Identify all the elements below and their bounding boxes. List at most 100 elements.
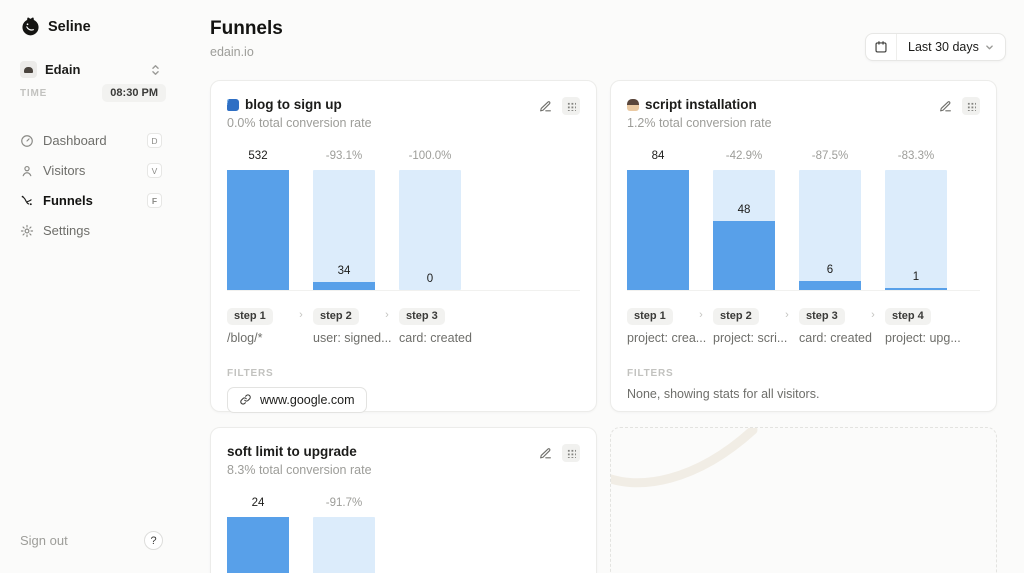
funnel-emoji-icon: [627, 98, 639, 111]
step-description: user: signed...: [313, 330, 392, 345]
filter-chip[interactable]: www.google.com: [227, 386, 367, 413]
step-description: project: scri...: [713, 330, 788, 345]
site-name: edain.io: [210, 45, 254, 59]
bar-track: [227, 517, 289, 573]
seline-logo-icon: [20, 16, 41, 37]
funnel-title: blog to sign up: [245, 97, 342, 112]
step-badge: step 4: [885, 307, 931, 325]
funnel-card: soft limit to upgrade 8.3% total convers…: [210, 427, 597, 573]
shortcut-badge: V: [147, 163, 162, 178]
funnel-conversion-rate: 8.3% total conversion rate: [227, 463, 372, 477]
funnel-title: soft limit to upgrade: [227, 444, 357, 459]
funnel-card: blog to sign up 0.0% total conversion ra…: [210, 80, 597, 413]
funnel-bar-column: 24: [227, 497, 289, 573]
gear-icon: [20, 224, 34, 238]
funnel-step: step 3 card: created: [799, 306, 872, 345]
filters-label: FILTERS: [227, 367, 274, 379]
funnel-conversion-rate: 1.2% total conversion rate: [627, 116, 772, 130]
bar-value-label: 24: [251, 497, 265, 509]
workspace-name: Edain: [45, 62, 81, 77]
drag-handle-icon[interactable]: [562, 97, 580, 115]
sidebar-item-visitors[interactable]: Visitors V: [12, 156, 170, 185]
sidebar: Seline Edain TIME 08:30 PM Dash: [0, 0, 210, 573]
bar-value-label: 0: [426, 273, 434, 285]
bar-value-label: 34: [337, 265, 351, 278]
bar-track: 48: [713, 170, 775, 290]
funnel-title: script installation: [645, 97, 757, 112]
funnel-step: step 4 project: upg...: [885, 306, 961, 345]
sidebar-item-settings[interactable]: Settings: [12, 216, 170, 245]
bar-value-label: 84: [651, 150, 665, 162]
bar-dropoff-label: -83.3%: [897, 150, 935, 162]
funnel-bar-column: -100.0% 0: [399, 150, 461, 290]
time-label: TIME: [20, 87, 48, 99]
funnel-conversion-rate: 0.0% total conversion rate: [227, 116, 372, 130]
sidebar-item-label: Visitors: [43, 163, 86, 178]
bar-fill: [227, 170, 289, 290]
empty-funnel-placeholder[interactable]: [610, 427, 997, 573]
bar-track: 0: [399, 170, 461, 290]
funnel-bar-column: -93.1% 34: [313, 150, 375, 290]
drag-handle-icon[interactable]: [962, 97, 980, 115]
bar-value-label: 48: [737, 204, 751, 217]
bar-dropoff-label: -91.7%: [325, 497, 363, 509]
step-badge: step 1: [227, 307, 273, 325]
sidebar-item-funnels[interactable]: Funnels F: [12, 186, 170, 215]
date-range-control: Last 30 days: [865, 33, 1006, 61]
funnel-bar-column: 84: [627, 150, 689, 290]
edit-pencil-icon[interactable]: [536, 444, 554, 462]
bar-fill: [313, 282, 375, 290]
funnel-chart: 84 -42.9% 48 -87.5% 6 -83.3% 1: [627, 150, 980, 291]
funnel-step: step 1 project: crea...: [627, 306, 707, 345]
step-separator-icon: ›: [871, 309, 875, 321]
step-separator-icon: ›: [699, 309, 703, 321]
bar-track: 6: [799, 170, 861, 290]
sidebar-item-dashboard[interactable]: Dashboard D: [12, 126, 170, 155]
edit-pencil-icon[interactable]: [536, 97, 554, 115]
funnel-card: script installation 1.2% total conversio…: [610, 80, 997, 412]
funnel-steps: step 1 project: crea... › step 2 project: sc…: [627, 306, 980, 345]
bar-value-label: 6: [826, 264, 834, 277]
funnel-chart: 24 -91.7%: [227, 497, 580, 573]
shortcut-badge: D: [147, 133, 162, 148]
funnel-step: step 1/blog/*: [227, 306, 289, 345]
chevron-down-icon: [985, 43, 994, 52]
sidebar-item-label: Dashboard: [43, 133, 107, 148]
step-description: card: created: [399, 330, 472, 345]
workspace-selector[interactable]: Edain: [14, 57, 166, 82]
funnel-icon: [20, 194, 34, 208]
date-range-label: Last 30 days: [908, 40, 979, 54]
funnel-step: step 2 user: signed...: [313, 306, 392, 345]
bar-fill: [627, 170, 689, 290]
brand: Seline: [20, 16, 91, 37]
bar-track: 1: [885, 170, 947, 290]
bar-fill: [713, 221, 775, 290]
funnel-bar-column: -91.7%: [313, 497, 375, 573]
workspace-favicon: [20, 61, 37, 78]
bar-dropoff-label: -100.0%: [408, 150, 452, 162]
filter-chip-text: www.google.com: [260, 392, 355, 407]
bar-track: 34: [313, 170, 375, 290]
help-button[interactable]: ?: [144, 531, 163, 550]
edit-pencil-icon[interactable]: [936, 97, 954, 115]
step-badge: step 1: [627, 307, 673, 325]
step-separator-icon: ›: [785, 309, 789, 321]
bar-fill: [227, 517, 289, 573]
shortcut-badge: F: [147, 193, 162, 208]
step-description: project: upg...: [885, 330, 961, 345]
gauge-icon: [20, 134, 34, 148]
bar-value-label: 1: [912, 271, 920, 284]
bar-track: [313, 517, 375, 573]
date-range-button[interactable]: Last 30 days: [897, 34, 1005, 60]
bar-value-label: 532: [248, 150, 268, 162]
bar-track: [227, 170, 289, 290]
calendar-button[interactable]: [866, 34, 897, 60]
drag-handle-icon[interactable]: [562, 444, 580, 462]
bar-dropoff-label: -87.5%: [811, 150, 849, 162]
step-description: project: crea...: [627, 330, 707, 345]
link-icon: [239, 393, 252, 406]
sign-out-button[interactable]: Sign out: [20, 533, 68, 548]
step-badge: step 3: [399, 307, 445, 325]
sidebar-item-label: Settings: [43, 223, 90, 238]
filters-text: None, showing stats for all visitors.: [627, 386, 820, 401]
